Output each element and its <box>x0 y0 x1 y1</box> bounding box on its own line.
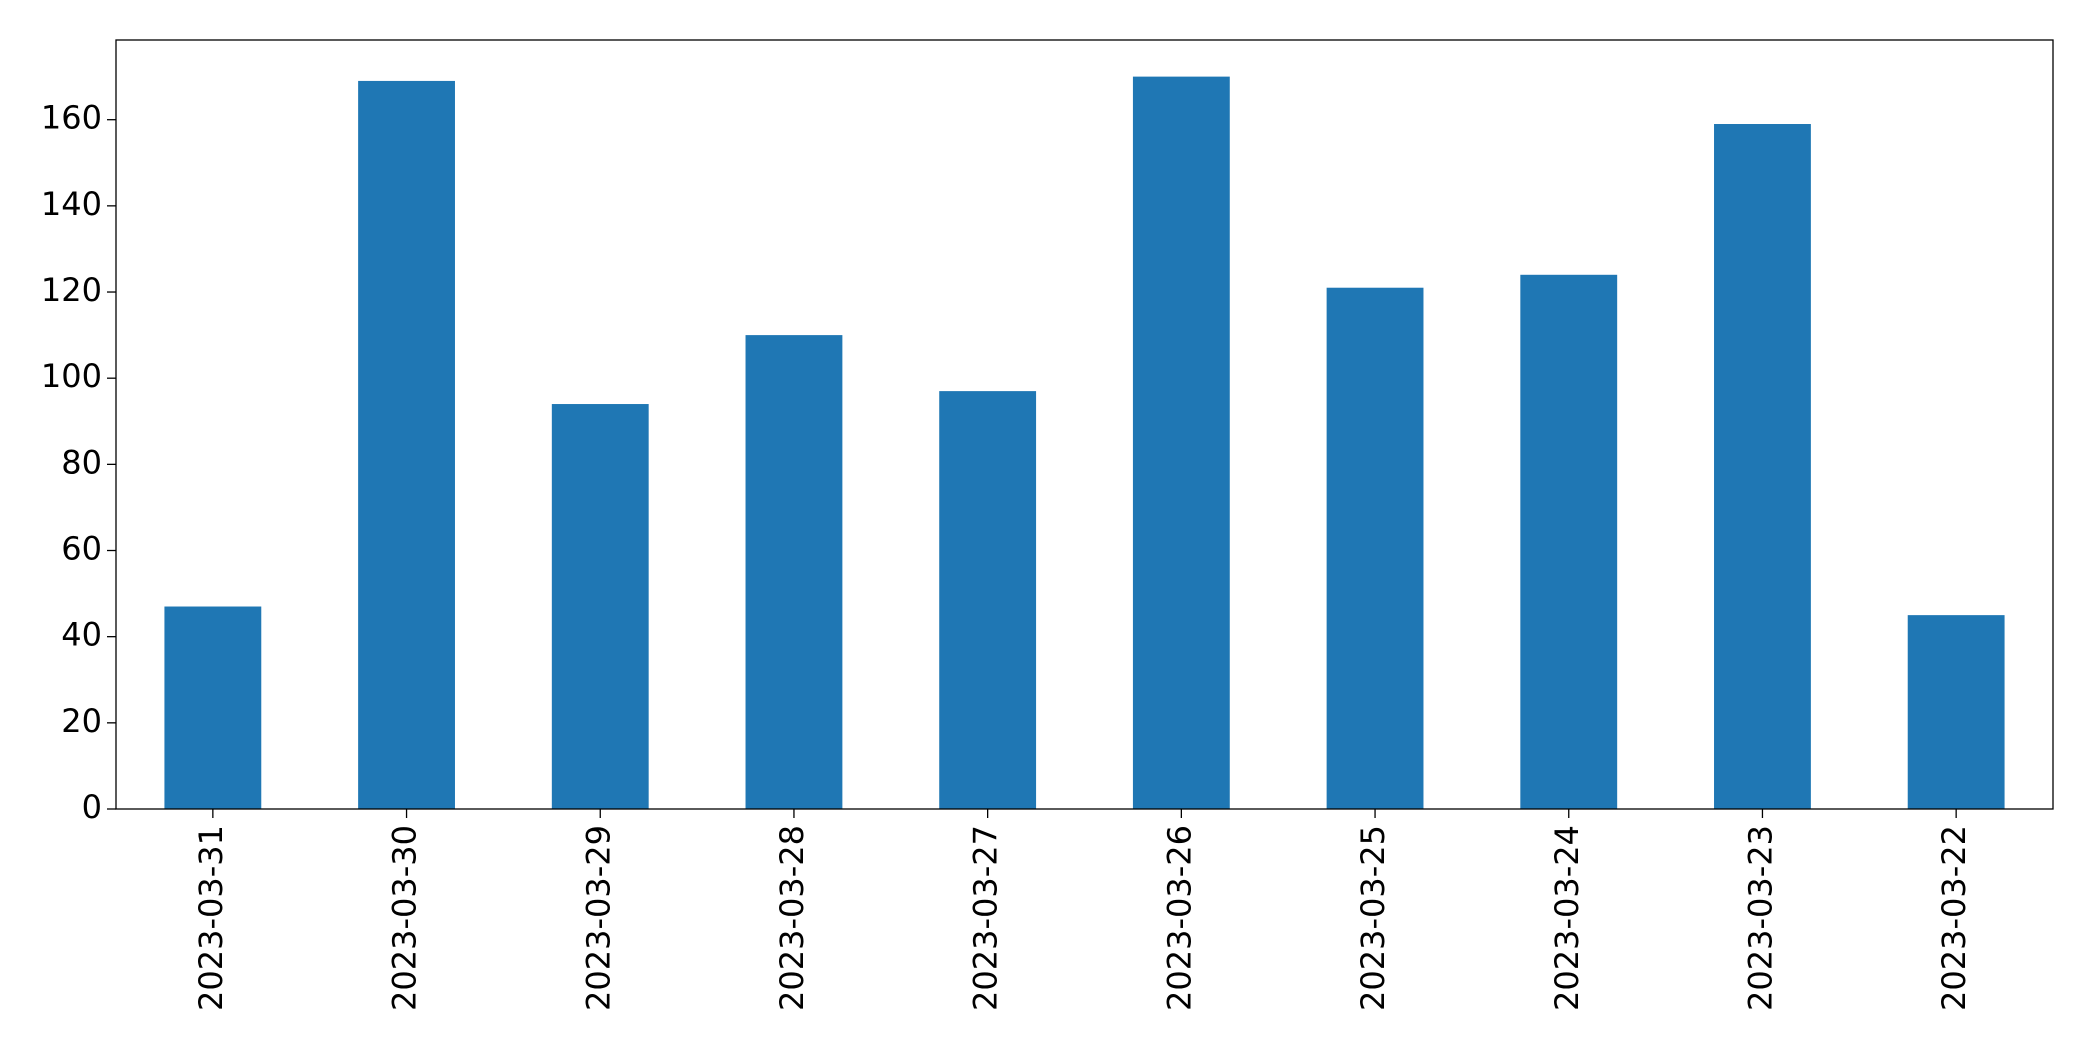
x-tick-label: 2023-03-25 <box>1354 825 1392 1011</box>
y-tick-label: 120 <box>41 271 102 309</box>
y-tick-label: 0 <box>82 788 102 826</box>
bar <box>1907 615 2005 809</box>
x-tick-label: 2023-03-27 <box>967 825 1005 1011</box>
bar <box>164 606 262 809</box>
bar <box>939 391 1037 809</box>
x-tick-label: 2023-03-26 <box>1160 825 1198 1011</box>
y-tick-label: 160 <box>41 99 102 137</box>
x-tick-label: 2023-03-29 <box>579 825 617 1011</box>
x-tick-label: 2023-03-31 <box>192 825 230 1011</box>
x-tick-label: 2023-03-28 <box>773 825 811 1011</box>
y-tick-label: 60 <box>61 530 102 568</box>
bar <box>551 404 649 809</box>
x-tick-label: 2023-03-24 <box>1548 825 1586 1011</box>
bar <box>745 335 843 809</box>
bar <box>358 80 455 809</box>
plot-frame <box>115 39 2054 810</box>
y-tick-label: 40 <box>61 616 102 654</box>
bar <box>1326 287 1424 809</box>
bar <box>1132 76 1230 810</box>
y-tick-label: 80 <box>61 443 102 481</box>
x-tick-label: 2023-03-30 <box>386 825 424 1011</box>
y-tick-label: 100 <box>41 357 102 395</box>
y-tick-label: 140 <box>41 185 102 223</box>
bar <box>1520 274 1618 809</box>
x-tick-label: 2023-03-22 <box>1935 825 1973 1011</box>
y-tick-label: 20 <box>61 702 102 740</box>
bar <box>1714 124 1811 809</box>
x-tick-label: 2023-03-23 <box>1741 825 1779 1011</box>
